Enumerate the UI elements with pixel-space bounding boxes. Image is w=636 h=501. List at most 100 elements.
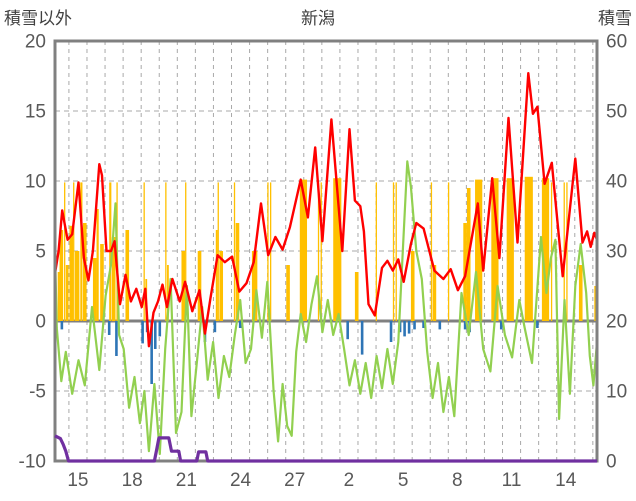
blue-bars-bar	[238, 321, 242, 328]
orange-bars-segment	[73, 182, 75, 321]
y-right-tick-label: 10	[606, 382, 627, 403]
orange-bars-segment	[235, 223, 240, 321]
orange-bars-segment	[578, 265, 583, 321]
y-right-tick-label: 50	[606, 102, 627, 123]
y-left-tick-label: -10	[19, 452, 46, 473]
y-left-tick-label: 20	[25, 32, 46, 53]
y-right-tick-label: 20	[606, 312, 627, 333]
orange-bars-segment	[217, 182, 219, 321]
orange-bars-segment	[541, 178, 550, 321]
orange-bars-segment	[96, 209, 99, 321]
right-axis-title: 積雪	[598, 9, 632, 28]
y-right-tick-label: 60	[606, 32, 627, 53]
blue-bars-bar	[115, 321, 118, 356]
x-tick-label: 14	[555, 470, 577, 491]
orange-bars-segment	[111, 237, 116, 321]
x-tick-label: 18	[122, 470, 143, 491]
orange-bars-segment	[251, 251, 258, 321]
blue-bars-bar	[413, 321, 416, 330]
x-tick-label: 21	[176, 470, 197, 491]
orange-bars-segment	[233, 182, 236, 321]
orange-bars-segment	[100, 244, 104, 321]
orange-bars-segment	[524, 176, 533, 321]
orange-bars-segment	[83, 223, 87, 321]
x-tick-label: 27	[284, 470, 305, 491]
x-tick-label: 15	[67, 470, 88, 491]
chart-title: 新潟	[301, 9, 335, 28]
orange-bars-segment	[219, 251, 224, 321]
orange-bars-segment	[57, 272, 60, 321]
purple-line-series	[54, 434, 597, 463]
orange-bars-segment	[566, 182, 568, 321]
y-left-tick-label: 10	[25, 172, 46, 193]
orange-bars-segment	[354, 272, 359, 321]
blue-bars-bar	[403, 321, 406, 337]
orange-bars-segment	[594, 286, 597, 321]
orange-bars-segment	[74, 251, 80, 321]
orange-bars-segment	[197, 251, 202, 321]
x-tick-label: 24	[230, 470, 252, 491]
y-left-tick-label: 0	[35, 312, 46, 333]
y-left-tick-label: 5	[35, 242, 46, 263]
orange-bars-segment	[59, 230, 64, 321]
y-right-tick-label: 30	[606, 242, 627, 263]
orange-bars-segment	[475, 179, 483, 321]
orange-bars-segment	[215, 230, 218, 321]
left-axis-title: 積雪以外	[4, 9, 72, 28]
orange-bars-segment	[64, 182, 66, 321]
orange-bars-segment	[299, 179, 308, 321]
blue-bars-bar	[153, 321, 157, 349]
blue-bars-bar	[407, 321, 411, 334]
green-line-series	[54, 160, 598, 456]
blue-bars-bar	[360, 321, 364, 355]
y-left-tick-label: 15	[25, 102, 46, 123]
orange-bars-segment	[375, 182, 377, 321]
orange-bars-segment	[165, 182, 167, 321]
orange-bars-segment	[167, 265, 169, 321]
blue-bars-bar	[346, 321, 349, 340]
blue-bars-bar	[158, 321, 162, 337]
x-tick-label: 8	[452, 470, 463, 491]
blue-bars-bar	[438, 321, 442, 330]
blue-bars-bar	[107, 321, 111, 335]
blue-bars-bar	[389, 321, 393, 342]
orange-bars-segment	[69, 225, 74, 321]
orange-bars-segment	[65, 265, 69, 321]
orange-bars-segment	[432, 265, 437, 321]
blue-bars-bar	[213, 321, 217, 333]
y-right-tick-label: 40	[606, 172, 627, 193]
series-group	[54, 71, 598, 456]
orange-bars-segment	[447, 182, 450, 321]
orange-bars-segment	[80, 182, 83, 321]
y-right-tick-label: 0	[606, 452, 617, 473]
orange-bars-segment	[430, 182, 433, 321]
blue-bars-bar	[150, 321, 153, 384]
blue-bars-bar	[499, 321, 503, 330]
y-left-tick-label: -5	[29, 382, 46, 403]
orange-bars-segment	[125, 230, 130, 321]
blue-bars-bar	[463, 321, 467, 330]
orange-bars-segment	[506, 178, 514, 321]
orange-bars-segment	[320, 182, 322, 321]
orange-bars-segment	[185, 182, 187, 321]
blue-bars-bar	[422, 321, 425, 328]
red-line-series	[54, 71, 598, 348]
orange-bars-segment	[333, 178, 342, 321]
blue-bars-bar	[536, 321, 539, 328]
orange-bars-segment	[286, 265, 290, 321]
orange-bars-segment	[317, 182, 320, 321]
orange-bars-segment	[92, 258, 97, 321]
orange-bars-segment	[491, 178, 499, 321]
blue-bars-bar	[141, 321, 144, 344]
orange-bars-segment	[395, 182, 397, 321]
blue-bars-bar	[60, 321, 64, 330]
orange-bars-segment	[410, 251, 415, 321]
orange-bars-segment	[392, 182, 395, 321]
orange-bars-segment	[143, 182, 145, 321]
x-tick-label: 11	[502, 470, 522, 491]
x-tick-label: 5	[398, 470, 409, 491]
x-tick-label: 2	[344, 470, 355, 491]
